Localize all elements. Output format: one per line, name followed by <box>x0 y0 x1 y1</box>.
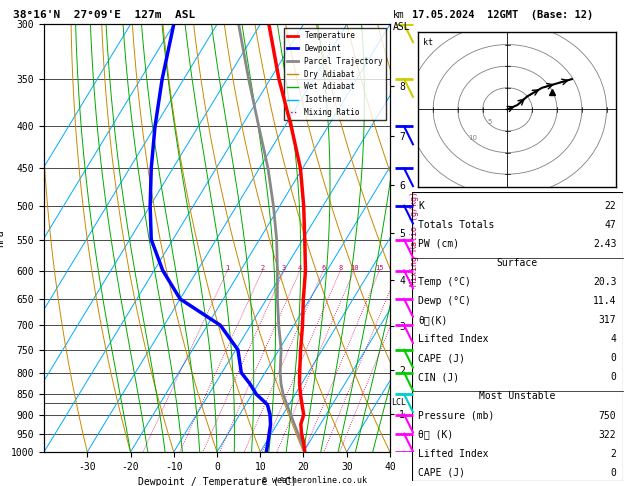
Text: 15: 15 <box>376 264 384 271</box>
Text: 3: 3 <box>282 264 286 271</box>
Text: Most Unstable: Most Unstable <box>479 392 555 401</box>
Text: 4: 4 <box>611 334 616 344</box>
Text: 47: 47 <box>604 220 616 230</box>
Y-axis label: hPa: hPa <box>0 229 5 247</box>
Text: 10: 10 <box>468 135 477 140</box>
Text: PW (cm): PW (cm) <box>418 239 459 249</box>
Text: 11.4: 11.4 <box>593 296 616 306</box>
Text: θᴇ(K): θᴇ(K) <box>418 315 448 325</box>
Text: 8: 8 <box>338 264 343 271</box>
Legend: Temperature, Dewpoint, Parcel Trajectory, Dry Adiabat, Wet Adiabat, Isotherm, Mi: Temperature, Dewpoint, Parcel Trajectory… <box>284 28 386 120</box>
Text: kt: kt <box>423 37 433 47</box>
Text: Lifted Index: Lifted Index <box>418 334 489 344</box>
Text: 750: 750 <box>599 411 616 420</box>
Text: 2: 2 <box>260 264 265 271</box>
Text: 317: 317 <box>599 315 616 325</box>
Text: K: K <box>418 201 424 210</box>
Text: Totals Totals: Totals Totals <box>418 220 494 230</box>
Text: 38°16'N  27°09'E  127m  ASL: 38°16'N 27°09'E 127m ASL <box>13 10 195 20</box>
Y-axis label: Mixing Ratio (g/kg): Mixing Ratio (g/kg) <box>411 191 420 286</box>
Text: 0: 0 <box>611 468 616 478</box>
Text: © weatheronline.co.uk: © weatheronline.co.uk <box>262 476 367 485</box>
Text: 17.05.2024  12GMT  (Base: 12): 17.05.2024 12GMT (Base: 12) <box>412 10 593 20</box>
Text: CAPE (J): CAPE (J) <box>418 468 465 478</box>
Text: 10: 10 <box>350 264 359 271</box>
Text: θᴇ (K): θᴇ (K) <box>418 430 454 440</box>
Text: 5: 5 <box>488 120 493 125</box>
Text: Dewp (°C): Dewp (°C) <box>418 296 471 306</box>
Text: 0: 0 <box>611 353 616 364</box>
Text: 6: 6 <box>321 264 325 271</box>
Text: 4: 4 <box>298 264 302 271</box>
Text: Surface: Surface <box>497 258 538 268</box>
Text: 20.3: 20.3 <box>593 277 616 287</box>
Text: CAPE (J): CAPE (J) <box>418 353 465 364</box>
Text: LCL: LCL <box>391 398 406 407</box>
Text: Lifted Index: Lifted Index <box>418 449 489 459</box>
Text: 2.43: 2.43 <box>593 239 616 249</box>
Text: km: km <box>393 10 405 20</box>
Text: ASL: ASL <box>393 22 411 32</box>
Text: 0: 0 <box>611 372 616 382</box>
Text: Pressure (mb): Pressure (mb) <box>418 411 494 420</box>
X-axis label: Dewpoint / Temperature (°C): Dewpoint / Temperature (°C) <box>138 477 296 486</box>
Text: 322: 322 <box>599 430 616 440</box>
Text: Temp (°C): Temp (°C) <box>418 277 471 287</box>
Text: 2: 2 <box>611 449 616 459</box>
Text: 22: 22 <box>604 201 616 210</box>
Text: 1: 1 <box>225 264 230 271</box>
Text: CIN (J): CIN (J) <box>418 372 459 382</box>
